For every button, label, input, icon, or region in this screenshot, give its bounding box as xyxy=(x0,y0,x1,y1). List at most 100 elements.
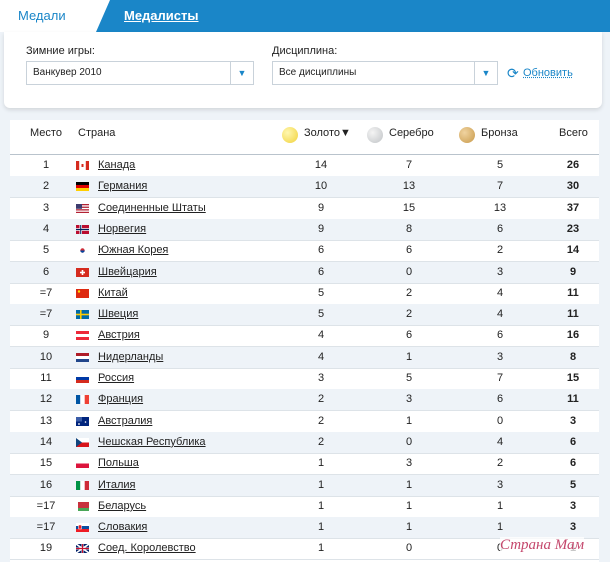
games-select[interactable]: Ванкувер 2010 ▼ xyxy=(26,61,254,85)
filter-panel: Зимние игры: Ванкувер 2010 ▼ Дисциплина:… xyxy=(4,32,602,108)
flag-icon xyxy=(76,374,89,383)
bronze-cell: 0 xyxy=(496,414,504,427)
tab-medalists[interactable]: Медалисты xyxy=(124,8,199,23)
place-cell: 14 xyxy=(39,435,53,448)
country-link[interactable]: Швеция xyxy=(98,308,139,321)
table-row: 3 Соединенные Штаты 9 15 13 37 xyxy=(10,198,599,220)
gold-cell: 14 xyxy=(314,159,328,171)
bronze-cell: 3 xyxy=(496,350,504,363)
country-link[interactable]: Соед. Королевство xyxy=(98,542,196,555)
gold-cell: 1 xyxy=(317,542,325,555)
bronze-cell: 7 xyxy=(496,372,504,384)
total-cell: 6 xyxy=(569,457,577,470)
silver-cell: 0 xyxy=(405,542,413,555)
total-cell: 30 xyxy=(566,180,580,193)
country-link[interactable]: Южная Корея xyxy=(98,244,169,257)
flag-icon xyxy=(76,288,89,298)
bronze-cell: 13 xyxy=(493,201,507,214)
gold-cell: 1 xyxy=(317,521,325,534)
gold-cell: 6 xyxy=(317,265,325,278)
table-row: 16 Италия 1 1 3 5 xyxy=(10,474,599,497)
tab-medals[interactable]: Медали xyxy=(0,0,110,32)
silver-cell: 1 xyxy=(405,414,413,427)
gold-cell: 3 xyxy=(317,372,325,384)
flag-icon xyxy=(76,523,89,533)
total-cell: 3 xyxy=(569,521,577,534)
country-link[interactable]: Швейцария xyxy=(98,265,157,278)
silver-cell: 5 xyxy=(405,372,413,384)
place-cell: 2 xyxy=(42,180,50,193)
table-row: =7 Швеция 5 2 4 11 xyxy=(10,304,599,327)
bronze-cell: 1 xyxy=(496,521,504,534)
flag-icon xyxy=(76,395,89,405)
col-gold-sort[interactable]: Золото▼ xyxy=(304,127,351,139)
total-cell: 3 xyxy=(569,499,577,512)
country-link[interactable]: Чешская Республика xyxy=(98,435,206,448)
silver-medal-icon xyxy=(367,127,383,143)
country-link[interactable]: Франция xyxy=(98,393,144,406)
chevron-down-icon[interactable]: ▼ xyxy=(474,62,497,84)
gold-cell: 1 xyxy=(317,499,325,512)
country-link[interactable]: Соединенные Штаты xyxy=(98,201,206,214)
place-cell: 16 xyxy=(39,478,53,491)
country-link[interactable]: Беларусь xyxy=(98,499,147,512)
place-cell: 19 xyxy=(39,542,53,555)
place-cell: 15 xyxy=(39,457,53,470)
place-cell: =17 xyxy=(36,521,56,534)
table-row: 10 Нидерланды 4 1 3 8 xyxy=(10,346,599,369)
total-cell: 14 xyxy=(566,244,580,257)
country-link[interactable]: Германия xyxy=(98,180,148,193)
country-link[interactable]: Россия xyxy=(98,372,135,384)
place-cell: 10 xyxy=(39,350,53,363)
silver-cell: 3 xyxy=(405,393,413,406)
bronze-cell: 6 xyxy=(496,393,504,406)
silver-cell: 1 xyxy=(405,521,413,534)
country-link[interactable]: Норвегия xyxy=(98,222,147,235)
flag-icon xyxy=(76,224,89,234)
bronze-cell: 2 xyxy=(496,244,504,257)
total-cell: 37 xyxy=(566,201,580,214)
total-cell: 11 xyxy=(567,308,579,321)
country-link[interactable]: Нидерланды xyxy=(98,350,164,363)
total-cell: 3 xyxy=(569,414,577,427)
table-row: 9 Австрия 4 6 6 16 xyxy=(10,325,599,348)
table-row: =17 Словакия 1 1 1 3 xyxy=(10,517,599,540)
silver-cell: 1 xyxy=(405,499,413,512)
bronze-cell: 2 xyxy=(496,457,504,470)
chevron-down-icon[interactable]: ▼ xyxy=(230,62,253,84)
country-link[interactable]: Польша xyxy=(98,457,139,470)
place-cell: =17 xyxy=(36,499,56,512)
table-row: 6 Швейцария 6 0 3 9 xyxy=(10,261,599,284)
country-link[interactable]: Италия xyxy=(98,478,136,491)
place-cell: =7 xyxy=(39,286,53,299)
total-cell: 16 xyxy=(566,329,580,342)
gold-cell: 2 xyxy=(317,414,325,427)
flag-icon xyxy=(76,182,89,192)
country-link[interactable]: Австралия xyxy=(98,414,153,427)
watermark: Страна Мам xyxy=(500,537,585,554)
flag-icon xyxy=(76,501,89,511)
country-link[interactable]: Словакия xyxy=(98,521,148,534)
bronze-cell: 1 xyxy=(496,499,504,512)
country-link[interactable]: Канада xyxy=(98,159,136,171)
gold-cell: 9 xyxy=(317,201,325,214)
discipline-select[interactable]: Все дисциплины ▼ xyxy=(272,61,498,85)
refresh-button[interactable]: ⟳ Обновить xyxy=(507,63,573,83)
flag-icon xyxy=(76,310,89,320)
table-row: 11 Россия 3 5 7 15 xyxy=(10,368,599,390)
country-link[interactable]: Австрия xyxy=(98,329,140,342)
gold-cell: 6 xyxy=(317,244,325,257)
refresh-icon: ⟳ xyxy=(507,65,519,82)
flag-icon xyxy=(76,459,89,469)
silver-cell: 8 xyxy=(405,222,413,235)
silver-cell: 15 xyxy=(402,201,416,214)
gold-cell: 1 xyxy=(317,457,325,470)
bronze-cell: 4 xyxy=(496,435,504,448)
country-link[interactable]: Китай xyxy=(98,286,128,299)
col-silver: Серебро xyxy=(389,127,434,139)
gold-cell: 9 xyxy=(317,222,325,235)
bronze-cell: 7 xyxy=(496,180,504,193)
table-row: 4 Норвегия 9 8 6 23 xyxy=(10,218,599,241)
bronze-cell: 6 xyxy=(496,329,504,342)
gold-cell: 5 xyxy=(317,308,325,321)
